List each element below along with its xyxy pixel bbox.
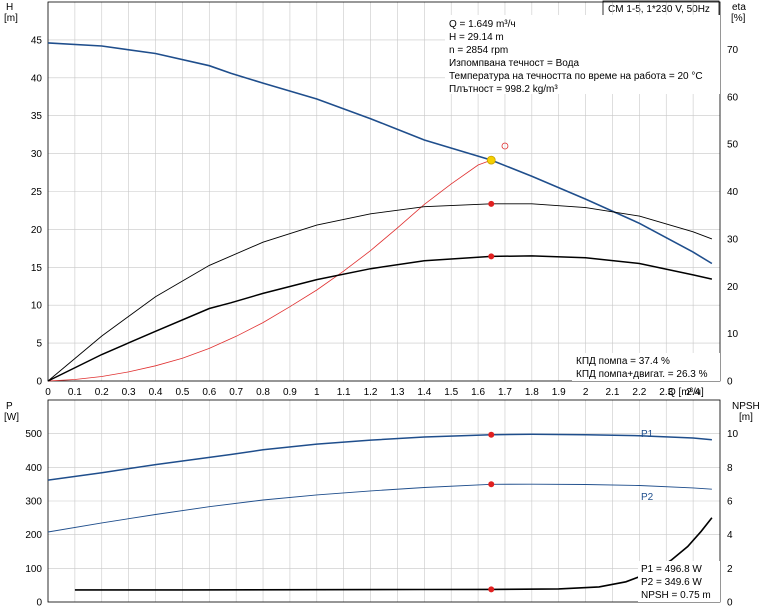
p2-text: P2 = 349.6 W	[641, 577, 702, 588]
eta-axis-unit: [%]	[731, 13, 746, 24]
p1-text: P1 = 496.8 W	[641, 564, 702, 575]
top-right-tick-label: 60	[727, 92, 739, 103]
pump-efficiency-marker	[488, 200, 495, 207]
x-tick-label: 1.7	[498, 387, 512, 398]
p1-curve	[47, 433, 712, 481]
efficiency-box	[572, 353, 720, 381]
bottom-right-tick-label: 0	[727, 598, 733, 609]
npsh-axis-unit: [m]	[739, 412, 753, 423]
top-right-tick-label: 10	[727, 329, 739, 340]
top-left-tick-label: 0	[36, 377, 42, 388]
top-plot-frame	[47, 1, 721, 382]
top-right-tick-label: 30	[727, 234, 739, 245]
x-tick-label: 0.4	[149, 387, 163, 398]
x-tick-label: 1.9	[552, 387, 566, 398]
top-right-tick-label: 50	[727, 140, 739, 151]
top-left-tick-label: 10	[31, 301, 43, 312]
npsh-text: NPSH = 0.75 m	[641, 590, 711, 601]
x-tick-label: 1	[314, 387, 320, 398]
bottom-left-tick-label: 200	[25, 530, 42, 541]
x-tick-label: 2.1	[606, 387, 620, 398]
x-tick-label: 0.5	[175, 387, 189, 398]
top-left-tick-label: 15	[31, 263, 43, 274]
top-right-tick-label: 20	[727, 282, 739, 293]
x-tick-label: 0.2	[95, 387, 109, 398]
bottom-right-tick-label: 8	[727, 463, 733, 474]
open-point-marker	[501, 142, 509, 150]
system-curve-curve	[47, 159, 492, 382]
info-speed: n = 2854 rpm	[449, 45, 508, 56]
bottom-right-tick-label: 4	[727, 530, 733, 541]
x-tick-label: 1.3	[390, 387, 404, 398]
x-tick-label: 0	[45, 387, 51, 398]
bottom-right-tick-label: 10	[727, 429, 739, 440]
top-left-tick-label: 30	[31, 149, 43, 160]
total-efficiency-text: КПД помпа+двигат. = 26.3 %	[576, 369, 708, 380]
info-temperature: Температура на течността по време на раб…	[449, 70, 703, 82]
x-tick-label: 1.6	[471, 387, 485, 398]
top-left-tick-label: 35	[31, 111, 43, 122]
bottom-left-tick-label: 0	[36, 598, 42, 609]
flow-axis-label: Q [m³/ч]	[668, 387, 704, 398]
x-tick-label: 0.8	[256, 387, 270, 398]
top-left-tick-label: 5	[36, 339, 42, 350]
npsh-marker	[488, 586, 495, 593]
x-tick-label: 1.8	[525, 387, 539, 398]
bottom-left-tick-label: 400	[25, 463, 42, 474]
bottom-left-tick-label: 300	[25, 497, 42, 508]
info-text-block: Q = 1.649 m³/ч H = 29.14 m n = 2854 rpm …	[449, 19, 703, 95]
x-tick-label: 1.5	[444, 387, 458, 398]
p2-marker	[488, 481, 495, 488]
top-right-tick-label: 70	[727, 45, 739, 56]
p2-curve	[47, 483, 712, 533]
pump-efficiency-curve	[47, 203, 713, 382]
p2-series-label: P2	[641, 492, 654, 503]
x-tick-label: 0.9	[283, 387, 297, 398]
power-axis-unit: [W]	[4, 412, 19, 423]
info-box	[445, 15, 720, 94]
p1-series-label: P1	[641, 429, 654, 440]
x-tick-label: 2.3	[659, 387, 673, 398]
duty-point-marker	[486, 155, 496, 165]
x-tick-label: 0.1	[68, 387, 82, 398]
p1-marker	[488, 431, 495, 438]
x-tick-label: 2.2	[632, 387, 646, 398]
x-tick-label: 1.1	[337, 387, 351, 398]
info-density: Плътност = 998.2 kg/m³	[449, 84, 558, 95]
npsh-axis-label: NPSH	[732, 401, 760, 412]
total-efficiency-curve	[47, 255, 713, 382]
power-axis-label: P	[6, 401, 13, 412]
info-head: H = 29.14 m	[449, 32, 504, 43]
head-axis-label: H	[6, 2, 13, 13]
x-tick-label: 0.3	[122, 387, 136, 398]
bottom-plot-frame	[47, 399, 721, 603]
bottom-right-tick-label: 6	[727, 497, 733, 508]
power-box	[638, 561, 720, 602]
top-left-tick-label: 25	[31, 187, 43, 198]
top-right-tick-label: 40	[727, 187, 739, 198]
npsh-curve	[74, 517, 713, 591]
x-tick-label: 2	[583, 387, 589, 398]
x-tick-label: 2.4	[686, 387, 700, 398]
x-tick-label: 1.4	[417, 387, 431, 398]
bottom-left-tick-label: 100	[25, 564, 42, 575]
top-left-tick-label: 40	[31, 73, 43, 84]
bottom-right-tick-label: 2	[727, 564, 733, 575]
top-right-tick-label: 0	[727, 377, 733, 388]
pump-head-curve	[47, 42, 713, 265]
info-liquid: Изпомпвана течност = Вода	[449, 58, 579, 69]
head-axis-unit: [m]	[4, 13, 18, 24]
top-left-tick-label: 45	[31, 35, 43, 46]
info-flow: Q = 1.649 m³/ч	[449, 19, 516, 30]
chart-title: CM 1-5, 1*230 V, 50Hz	[608, 4, 710, 15]
total-efficiency-marker	[488, 253, 495, 260]
top-left-tick-label: 20	[31, 225, 43, 236]
x-tick-label: 0.7	[229, 387, 243, 398]
eta-axis-label: eta	[732, 2, 746, 13]
x-tick-label: 1.2	[364, 387, 378, 398]
bottom-left-tick-label: 500	[25, 429, 42, 440]
x-tick-label: 0.6	[202, 387, 216, 398]
pump-efficiency-text: КПД помпа = 37.4 %	[576, 356, 670, 367]
